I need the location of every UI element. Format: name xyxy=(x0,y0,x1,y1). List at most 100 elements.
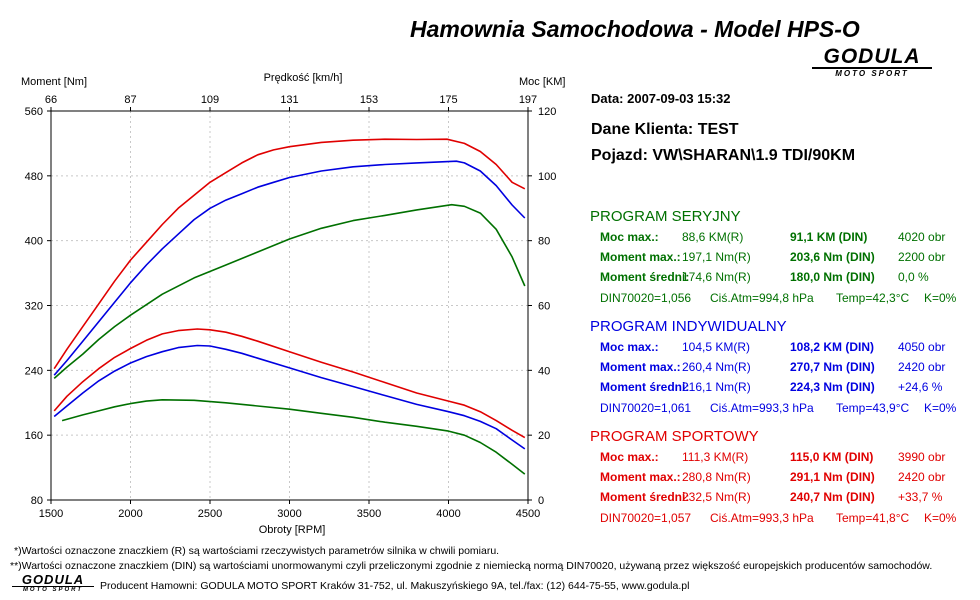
torque-curve xyxy=(53,344,526,450)
row-extra: +33,7 % xyxy=(898,490,943,504)
row-value-r: 280,8 Nm(R) xyxy=(682,470,751,484)
power-curve xyxy=(53,138,526,370)
plot-frame xyxy=(50,110,529,501)
y-right-tick-label: 0 xyxy=(538,495,544,507)
program-row: Moc max.: 104,5 KM(R) 108,2 KM (DIN) 4050 o… xyxy=(600,340,950,356)
row-value-din: 108,2 KM (DIN) xyxy=(790,340,875,354)
row-label: Moment max.: xyxy=(600,470,681,484)
atm-pressure: Ciś.Atm=994,8 hPa xyxy=(710,291,814,305)
din-factor: DIN70020=1,057 xyxy=(600,511,692,525)
temperature: Temp=42,3°C xyxy=(836,291,910,305)
y-left-tick-label: 240 xyxy=(25,365,43,377)
row-label: Moment średni: xyxy=(600,380,690,394)
y-right-tick-label: 120 xyxy=(538,106,556,118)
client-data: Dane Klienta: TEST xyxy=(591,121,739,138)
row-value-din: 291,1 Nm (DIN) xyxy=(790,470,875,484)
program-row: Moment średni: 232,5 Nm(R) 240,7 Nm (DIN) +… xyxy=(600,490,950,506)
row-label: Moment średni: xyxy=(600,270,690,284)
program-row: Moment max.: 280,8 Nm(R) 291,1 Nm (DIN) 242… xyxy=(600,470,950,486)
logo-text: GODULA xyxy=(812,46,932,69)
row-value-din: 180,0 Nm (DIN) xyxy=(790,270,875,284)
y-left-tick-label: 400 xyxy=(25,236,43,248)
row-label: Moment średni: xyxy=(600,490,690,504)
logo-small-subtext: MOTO SPORT xyxy=(22,587,84,593)
footnote-din: **)Wartości oznaczone znaczkiem (DIN) są… xyxy=(10,560,933,572)
x-tick-label: 3500 xyxy=(357,508,381,520)
y-right-tick-label: 20 xyxy=(538,430,550,442)
row-label: Moc max.: xyxy=(600,450,659,464)
din-factor: DIN70020=1,056 xyxy=(600,291,692,305)
speed-tick-label: 131 xyxy=(280,94,298,106)
temperature: Temp=43,9°C xyxy=(836,401,910,415)
k-factor: K=0% xyxy=(924,511,957,525)
speed-tick-label: 153 xyxy=(360,94,378,106)
program-title: PROGRAM INDYWIDUALNY xyxy=(590,318,787,335)
x-tick-label: 4000 xyxy=(436,508,460,520)
row-extra: 2420 obr xyxy=(898,360,946,374)
speed-tick-label: 66 xyxy=(45,94,57,106)
y-right-axis-label: Moc [KM] xyxy=(519,76,565,88)
logo-subtext: MOTO SPORT xyxy=(835,69,909,78)
y-left-axis-label: Moment [Nm] xyxy=(21,76,87,88)
grid xyxy=(51,111,528,500)
x-tick-label: 4500 xyxy=(516,508,540,520)
row-extra: 2200 obr xyxy=(898,250,946,264)
row-value-r: 216,1 Nm(R) xyxy=(682,380,751,394)
y-right-tick-label: 60 xyxy=(538,301,550,313)
din-factor: DIN70020=1,061 xyxy=(600,401,692,415)
dyno-chart: Moment [Nm] Moc [KM] Prędkość [km/h] Obr… xyxy=(21,72,565,536)
row-value-r: 197,1 Nm(R) xyxy=(682,250,751,264)
row-value-r: 260,4 Nm(R) xyxy=(682,360,751,374)
godula-logo-small: GODULA MOTO SPORT xyxy=(12,573,94,593)
row-value-din: 115,0 KM (DIN) xyxy=(790,450,874,464)
row-value-r: 174,6 Nm(R) xyxy=(682,270,751,284)
y-left-tick-label: 560 xyxy=(25,106,43,118)
row-value-din: 270,7 Nm (DIN) xyxy=(790,360,875,374)
row-value-din: 240,7 Nm (DIN) xyxy=(790,490,875,504)
row-value-r: 111,3 KM(R) xyxy=(682,450,749,464)
din-line: DIN70020=1,061 Ciś.Atm=993,3 hPa Temp=43,9… xyxy=(600,401,970,417)
speed-tick-label: 109 xyxy=(201,94,219,106)
row-label: Moment max.: xyxy=(600,360,681,374)
atm-pressure: Ciś.Atm=993,3 hPa xyxy=(710,401,814,415)
row-extra: 4020 obr xyxy=(898,230,946,244)
row-value-r: 104,5 KM(R) xyxy=(682,340,751,354)
y-left-tick-label: 80 xyxy=(31,495,43,507)
k-factor: K=0% xyxy=(924,291,957,305)
program-row: Moment średni: 174,6 Nm(R) 180,0 Nm (DIN) 0… xyxy=(600,270,950,286)
y-right-tick-label: 40 xyxy=(538,365,550,377)
page-title: Hamownia Samochodowa - Model HPS-O xyxy=(410,16,860,42)
row-value-din: 224,3 Nm (DIN) xyxy=(790,380,875,394)
torque-curve xyxy=(61,398,526,475)
program-title: PROGRAM SPORTOWY xyxy=(590,428,759,445)
torque-curve xyxy=(53,328,526,439)
x-tick-label: 2000 xyxy=(118,508,142,520)
program-row: Moment max.: 197,1 Nm(R) 203,6 Nm (DIN) 220… xyxy=(600,250,950,266)
program-row: Moment max.: 260,4 Nm(R) 270,7 Nm (DIN) 242… xyxy=(600,360,950,376)
vehicle: Pojazd: VW\SHARAN\1.9 TDI/90KM xyxy=(591,147,856,164)
row-extra: 4050 obr xyxy=(898,340,946,354)
row-extra: +24,6 % xyxy=(898,380,943,394)
x-tick-label: 1500 xyxy=(39,508,63,520)
power-curve xyxy=(53,203,526,379)
row-extra: 0,0 % xyxy=(898,270,929,284)
y-left-tick-label: 320 xyxy=(25,301,43,313)
program-row: Moc max.: 88,6 KM(R) 91,1 KM (DIN) 4020 obr xyxy=(600,230,950,246)
producer-info: Producent Hamowni: GODULA MOTO SPORT Kra… xyxy=(100,580,690,592)
y-left-tick-label: 160 xyxy=(25,430,43,442)
row-value-din: 91,1 KM (DIN) xyxy=(790,230,868,244)
power-curve xyxy=(53,160,526,376)
x-axis-label: Obroty [RPM] xyxy=(259,524,326,536)
measurement-date: Data: 2007-09-03 15:32 xyxy=(591,91,731,106)
y-right-tick-label: 100 xyxy=(538,171,556,183)
program-row: Moc max.: 111,3 KM(R) 115,0 KM (DIN) 3990 o… xyxy=(600,450,950,466)
speed-tick-label: 197 xyxy=(519,94,537,106)
x-tick-label: 2500 xyxy=(198,508,222,520)
k-factor: K=0% xyxy=(924,401,957,415)
y-left-tick-label: 480 xyxy=(25,171,43,183)
speed-tick-label: 175 xyxy=(439,94,457,106)
godula-logo: GODULA MOTO SPORT xyxy=(812,46,932,78)
footnote-r: *)Wartości oznaczone znaczkiem (R) są wa… xyxy=(14,545,500,557)
atm-pressure: Ciś.Atm=993,3 hPa xyxy=(710,511,814,525)
